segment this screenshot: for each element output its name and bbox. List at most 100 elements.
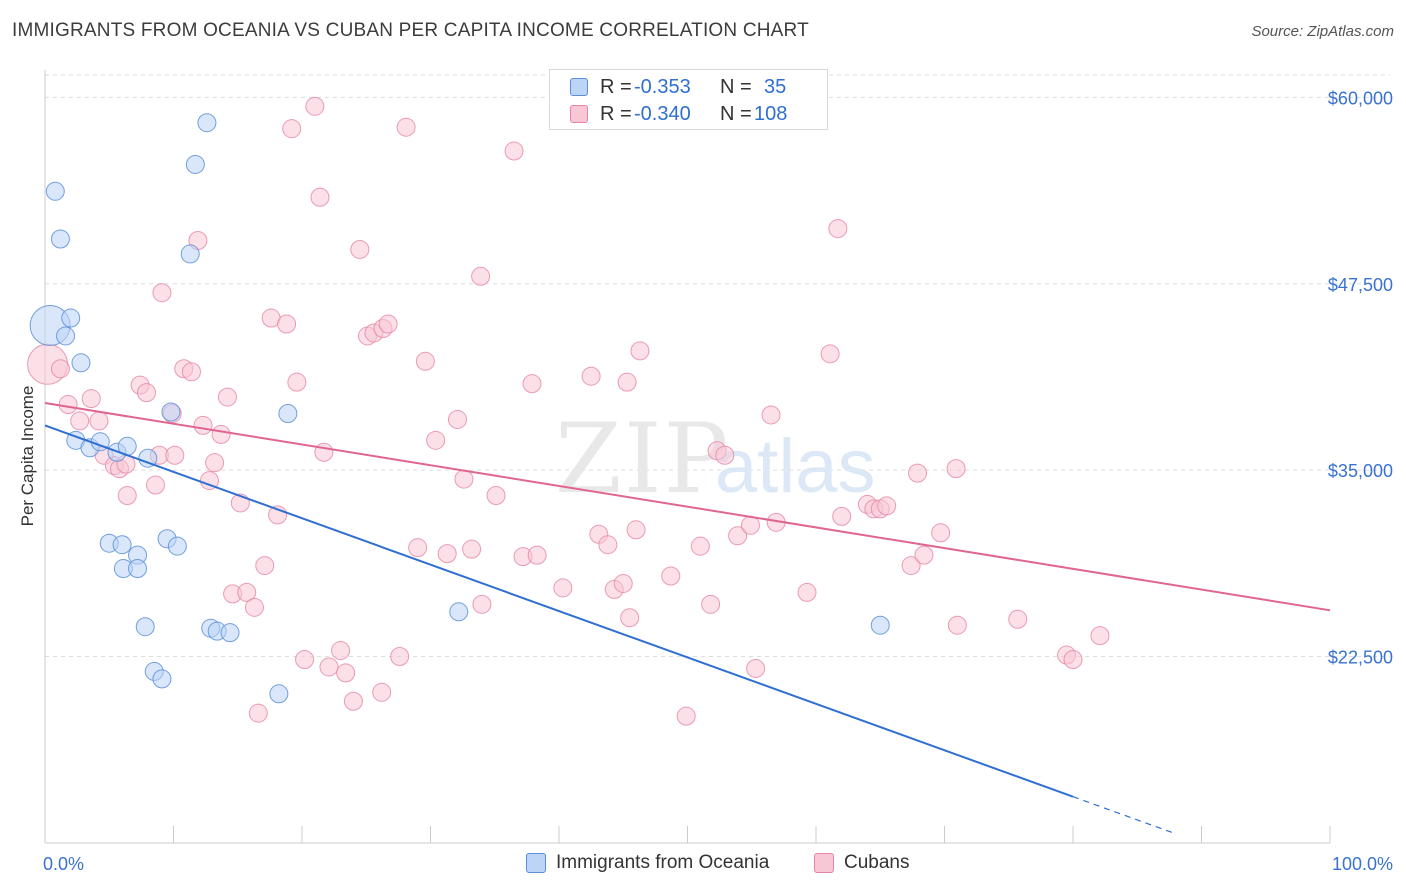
legend-item-oceania[interactable]: Immigrants from Oceania [526,852,769,874]
cubans-point-84 [740,515,760,535]
oceania-point-11 [138,448,158,468]
y-tick-label-0: $22,500 [1328,648,1393,668]
cubans-point-73 [617,372,637,392]
cubans-point-99 [931,523,951,543]
cubans-point-55 [426,430,446,450]
oceania-point-5 [71,353,91,373]
cubans-point-51 [390,647,410,667]
tick-labels: $22,500 $35,000 $47,500 $60,000 0.0% 100.0% [43,88,1393,874]
y-tick-label-1: $35,000 [1328,461,1393,481]
cubans-point-1 [50,359,70,379]
watermark-atlas: atlas [715,424,876,509]
cubans-points [27,96,1110,726]
legend-r-label: R = [600,102,632,125]
cubans-point-12 [137,383,157,403]
cubans-point-54 [415,351,435,371]
source-label: Source: ZipAtlas.com [1251,23,1394,40]
cubans-point-104 [1063,650,1083,670]
trend-lines [44,402,1331,835]
legend-row-oceania: R = -0.353 N = 35 [570,74,786,100]
cubans-point-49 [378,314,398,334]
legend-n-value-oceania: 35 [764,75,787,98]
legend-n-label: N = [720,102,752,125]
chart-title: IMMIGRANTS FROM OCEANIA VS CUBAN PER CAP… [12,20,809,41]
cubans-point-37 [295,650,315,670]
cubans-point-40 [314,442,334,462]
cubans-point-80 [701,594,721,614]
cubans-point-19 [181,362,201,382]
oceania-point-31 [449,602,469,622]
legend-r-value-cubans: -0.340 [634,102,691,125]
cubans-point-68 [581,366,601,386]
cubans-point-31 [255,556,275,576]
oceania-point-30 [278,403,298,423]
cubans-point-50 [372,682,392,702]
cubans-point-30 [248,703,268,723]
cubans-point-43 [336,663,356,683]
cubans-point-96 [901,556,921,576]
cubans-point-90 [828,219,848,239]
legend-label-cubans: Cubans [844,852,910,873]
cubans-point-101 [947,615,967,635]
legend-n-value-cubans: 108 [754,102,788,125]
x-tick-label-start: 0.0% [43,854,84,874]
legend-row-cubans: R = -0.340 N = 108 [570,101,787,127]
cubans-point-62 [486,485,506,505]
cubans-point-17 [165,445,185,465]
cubans-point-13 [146,475,166,495]
cubans-point-97 [908,463,928,483]
oceania-point-22 [152,669,172,689]
oceania-trend-extension [1072,796,1177,835]
cubans-point-10 [117,485,137,505]
cubans-point-91 [832,506,852,526]
cubans-point-35 [282,119,302,139]
legend-r-value-oceania: -0.353 [634,75,691,98]
cubans-point-75 [626,520,646,540]
cubans-trend-line [44,402,1331,612]
cubans-point-65 [522,374,542,394]
oceania-point-4 [61,308,81,328]
cubans-point-95 [877,496,897,516]
legend-swatch-pink [570,105,588,123]
watermark-zip: ZIP [555,403,730,515]
oceania-points [29,113,890,704]
cubans-point-5 [89,411,109,431]
cubans-point-88 [797,582,817,602]
cubans-point-29 [244,597,264,617]
legend-swatch-cubans [814,853,834,873]
cubans-point-76 [630,341,650,361]
correlation-legend: R = -0.353 N = 35 R = -0.340 N = 108 [549,69,828,130]
y-axis-label: Per Capita Income [18,385,37,527]
series-legend: Immigrants from Oceania Cubans [0,852,1406,876]
oceania-point-28 [185,154,205,174]
oceania-point-2 [50,229,70,249]
cubans-point-41 [319,657,339,677]
cubans-point-25 [217,387,237,407]
cubans-point-58 [454,469,474,489]
cubans-point-66 [527,545,547,565]
oceania-point-12 [161,402,181,422]
cubans-point-83 [728,526,748,546]
cubans-point-85 [746,658,766,678]
legend-swatch-blue [570,78,588,96]
cubans-point-74 [620,608,640,628]
cubans-point-44 [343,691,363,711]
oceania-point-1 [45,181,65,201]
cubans-point-82 [715,445,735,465]
x-tick-label-end: 100.0% [1332,854,1393,874]
cubans-point-53 [408,538,428,558]
watermark: ZIP atlas [555,403,876,515]
legend-n-label: N = [720,75,752,98]
cubans-point-52 [396,117,416,137]
cubans-point-21 [193,415,213,435]
cubans-point-4 [81,389,101,409]
legend-item-cubans[interactable]: Cubans [814,852,910,874]
cubans-point-98 [914,545,934,565]
oceania-point-32 [870,615,890,635]
oceania-point-20 [135,617,155,637]
cubans-point-89 [820,344,840,364]
cubans-point-57 [447,409,467,429]
cubans-point-61 [471,266,491,286]
cubans-point-77 [661,566,681,586]
